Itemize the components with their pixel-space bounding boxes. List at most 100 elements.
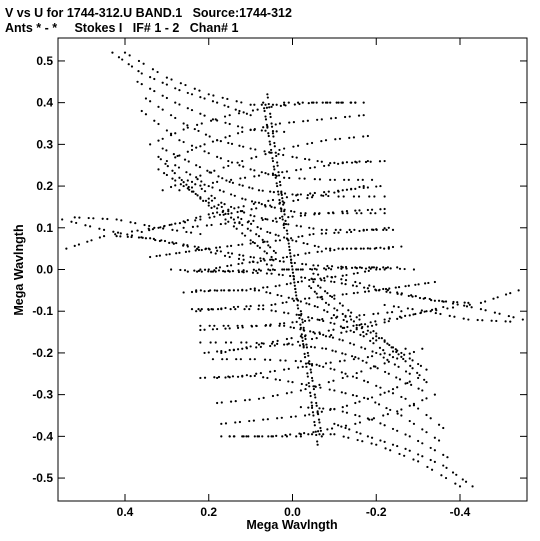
uv-point <box>412 313 415 316</box>
uv-point <box>368 284 371 287</box>
uv-point <box>245 305 248 308</box>
uv-point <box>322 333 325 336</box>
uv-point <box>421 455 424 458</box>
uv-point <box>235 100 238 103</box>
uv-point <box>357 357 360 360</box>
uv-point <box>266 376 269 380</box>
uv-point <box>285 255 289 259</box>
uv-point <box>230 142 234 145</box>
uv-point <box>276 293 279 297</box>
uv-point <box>200 187 203 190</box>
uv-point <box>229 244 233 247</box>
uv-point <box>322 433 325 436</box>
uv-point <box>323 267 326 270</box>
uv-point <box>384 267 388 270</box>
uv-point <box>263 109 266 113</box>
uv-point <box>218 189 222 192</box>
uv-point <box>170 223 173 226</box>
uv-point <box>275 103 278 106</box>
uv-point <box>366 355 369 359</box>
uv-point <box>242 254 245 257</box>
uv-point <box>149 87 152 90</box>
uv-point <box>383 212 386 215</box>
uv-point <box>157 122 160 126</box>
uv-point <box>271 157 274 160</box>
uv-point <box>352 272 356 275</box>
uv-point <box>234 308 237 311</box>
uv-point <box>199 341 202 344</box>
uv-point <box>312 330 315 334</box>
uv-point <box>250 325 254 328</box>
uv-point <box>214 270 217 273</box>
uv-point <box>207 351 210 354</box>
uv-point <box>205 224 208 227</box>
uv-point <box>245 341 248 344</box>
uv-point <box>429 446 432 450</box>
uv-point <box>345 320 349 323</box>
uv-point <box>272 135 275 138</box>
uv-point <box>249 345 252 348</box>
uv-point <box>298 102 301 106</box>
uv-point <box>311 411 315 414</box>
uv-point <box>299 225 302 228</box>
uv-point <box>224 306 227 310</box>
uv-point <box>190 180 194 184</box>
uv-point <box>248 308 251 311</box>
uv-point <box>395 350 398 354</box>
uv-point <box>313 424 316 427</box>
uv-point <box>297 235 300 238</box>
uv-point <box>282 153 285 157</box>
uv-point <box>288 176 291 180</box>
uv-point <box>273 145 276 148</box>
uv-point <box>442 464 445 467</box>
uv-point <box>352 195 356 198</box>
uv-point <box>315 404 318 407</box>
uv-point <box>434 311 437 315</box>
uv-point <box>253 169 256 172</box>
uv-point <box>301 339 304 342</box>
uv-point <box>173 172 176 175</box>
uv-point <box>216 376 219 380</box>
uv-point <box>140 83 143 86</box>
uv-point <box>320 228 323 231</box>
uv-point <box>414 312 417 316</box>
uv-point <box>484 309 487 312</box>
uv-point <box>267 134 270 138</box>
uv-point <box>277 171 280 174</box>
uv-point <box>178 89 181 92</box>
uv-point <box>208 135 211 138</box>
uv-point <box>390 311 394 314</box>
uv-point <box>341 406 344 409</box>
uv-point <box>98 236 101 239</box>
uv-point <box>383 352 386 355</box>
uv-point <box>278 284 281 287</box>
uv-point <box>299 310 302 313</box>
uv-point <box>274 217 277 220</box>
uv-point <box>383 247 386 250</box>
uv-point <box>340 101 343 104</box>
uv-point <box>400 408 403 411</box>
uv-point <box>174 101 177 104</box>
uv-point <box>311 278 315 281</box>
uv-point <box>196 123 199 126</box>
uv-point <box>352 324 355 327</box>
uv-point <box>315 401 318 405</box>
uv-point <box>262 101 265 104</box>
uv-point <box>218 246 222 249</box>
uv-point <box>253 241 256 245</box>
uv-point <box>248 398 251 401</box>
uv-point <box>361 359 364 362</box>
uv-point <box>345 292 348 296</box>
uv-point <box>287 268 290 271</box>
uv-point <box>414 295 417 298</box>
uv-point <box>355 431 358 434</box>
uv-point <box>188 250 191 253</box>
uv-point <box>179 183 182 186</box>
uv-point <box>220 289 223 292</box>
uv-point <box>319 277 322 280</box>
uv-point <box>232 289 235 292</box>
uv-point <box>305 346 309 349</box>
uv-point <box>196 270 199 273</box>
uv-point <box>199 184 202 187</box>
uv-point <box>323 290 327 293</box>
